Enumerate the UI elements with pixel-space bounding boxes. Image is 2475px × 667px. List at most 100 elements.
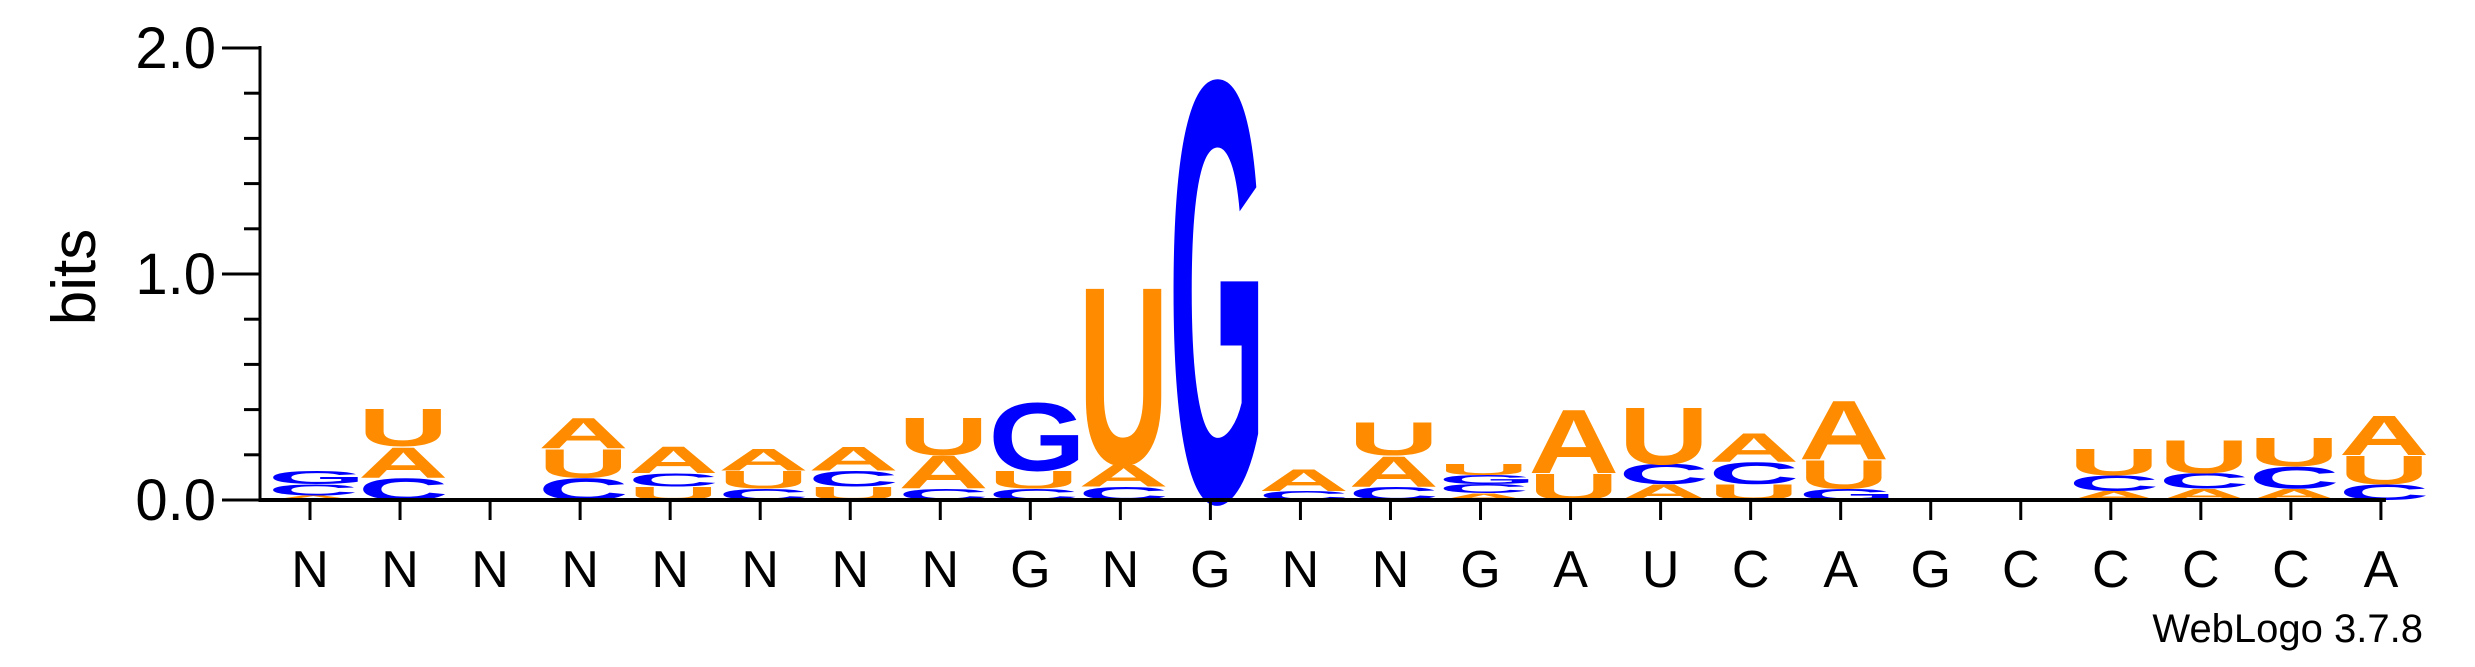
- logo-letter-U: U: [2159, 431, 2250, 484]
- logo-letter-C: C: [1439, 482, 1530, 496]
- logo-letter-U: U: [2069, 441, 2160, 483]
- x-tick-label: N: [921, 541, 959, 599]
- logo-letter-A: A: [2339, 404, 2430, 467]
- logo-letter-A: A: [538, 408, 629, 457]
- logo-letter-C: C: [628, 469, 719, 490]
- svg-text:G: G: [1168, 0, 1266, 629]
- svg-text:U: U: [898, 407, 989, 466]
- logo-letter-A: A: [1078, 458, 1169, 493]
- x-tick-label: C: [2002, 541, 2040, 599]
- logo-letter-U: U: [358, 398, 449, 457]
- logo-letter-U: U: [2339, 447, 2430, 493]
- logo-letter-U: U: [988, 466, 1079, 494]
- x-tick-label: N: [651, 541, 689, 599]
- svg-text:A: A: [1799, 382, 1890, 477]
- logo-letter-U: U: [2249, 429, 2340, 475]
- logo-letter-G: G: [1168, 0, 1266, 629]
- x-tick-label: N: [1372, 541, 1410, 599]
- svg-text:U: U: [2249, 429, 2340, 475]
- logo-letter-A: A: [898, 446, 989, 499]
- logo-letter-A: A: [1439, 492, 1530, 502]
- x-tick-label: G: [1460, 541, 1500, 599]
- logo-letter-C: C: [2159, 469, 2250, 493]
- svg-text:C: C: [808, 467, 899, 491]
- logo-letter-U: U: [898, 407, 989, 466]
- logo-letter-A: A: [1709, 425, 1800, 471]
- svg-text:A: A: [268, 494, 359, 501]
- logo-letter-A: A: [1348, 447, 1439, 496]
- svg-text:U: U: [1439, 461, 1530, 479]
- x-tick-label: N: [291, 541, 329, 599]
- logo-letter-A: A: [628, 439, 719, 481]
- svg-text:U: U: [538, 441, 629, 487]
- logo-letter-A: A: [1258, 463, 1349, 498]
- svg-text:U: U: [2339, 447, 2430, 493]
- svg-text:A: A: [1439, 492, 1530, 502]
- svg-text:C: C: [268, 481, 359, 499]
- logo-letter-G: G: [268, 467, 366, 488]
- svg-text:G: G: [268, 467, 366, 488]
- logo-letter-U: U: [1348, 413, 1439, 466]
- logo-letter-C: C: [1619, 459, 1710, 490]
- svg-text:A: A: [1078, 458, 1169, 493]
- x-tick-label: C: [2182, 541, 2220, 599]
- x-tick-label: G: [1910, 541, 1950, 599]
- x-tick-label: N: [1102, 541, 1140, 599]
- x-tick-label: G: [1190, 541, 1230, 599]
- y-tick-label: 2.0: [135, 16, 216, 81]
- logo-letter-A: A: [268, 494, 359, 501]
- y-tick-label: 1.0: [135, 242, 216, 307]
- svg-text:A: A: [718, 442, 809, 477]
- logo-letter-U: U: [538, 441, 629, 487]
- svg-text:U: U: [2159, 431, 2250, 484]
- svg-text:A: A: [808, 440, 899, 478]
- x-tick-label: C: [1732, 541, 1770, 599]
- logo-letter-A: A: [808, 440, 899, 478]
- svg-text:U: U: [988, 466, 1079, 494]
- logo-letter-U: U: [1619, 391, 1710, 482]
- x-tick-label: G: [1010, 541, 1050, 599]
- x-tick-label: N: [831, 541, 869, 599]
- svg-text:C: C: [2069, 471, 2160, 495]
- svg-text:A: A: [358, 438, 449, 487]
- svg-text:A: A: [1709, 425, 1800, 471]
- logo-letter-C: C: [268, 481, 359, 499]
- svg-text:C: C: [628, 469, 719, 490]
- x-tick-label: C: [2272, 541, 2310, 599]
- logo-letter-U: U: [1799, 452, 1890, 498]
- x-tick-label: C: [2092, 541, 2130, 599]
- x-tick-label: N: [561, 541, 599, 599]
- svg-text:C: C: [1709, 456, 1800, 491]
- logo-letter-A: A: [718, 442, 809, 477]
- logo-letter-C: C: [2069, 471, 2160, 495]
- svg-text:U: U: [358, 398, 449, 457]
- logo-letter-U: U: [1439, 461, 1530, 479]
- y-axis: 0.0 1.0 2.0: [135, 16, 262, 533]
- x-tick-label: N: [741, 541, 779, 599]
- logo-letter-U: U: [1078, 236, 1169, 519]
- svg-text:A: A: [2339, 404, 2430, 467]
- y-axis-label: bits: [40, 229, 109, 325]
- x-tick-label: N: [1282, 541, 1320, 599]
- logo-letter-G: G: [1439, 473, 1537, 487]
- y-tick-label: 0.0: [135, 468, 216, 533]
- svg-text:U: U: [1619, 391, 1710, 482]
- x-tick-label: A: [1553, 541, 1588, 599]
- x-tick-label: A: [1823, 541, 1858, 599]
- svg-text:U: U: [1348, 413, 1439, 466]
- svg-text:U: U: [718, 466, 809, 494]
- x-tick-label: N: [381, 541, 419, 599]
- x-tick-label: N: [471, 541, 509, 599]
- svg-text:A: A: [538, 408, 629, 457]
- svg-text:U: U: [1799, 452, 1890, 498]
- svg-text:C: C: [1619, 459, 1710, 490]
- logo-letter-A: A: [1529, 391, 1620, 492]
- logo-letter-G: G: [988, 382, 1086, 491]
- svg-text:A: A: [1348, 447, 1439, 496]
- svg-text:C: C: [2249, 461, 2340, 496]
- logo-letter-C: C: [1709, 456, 1800, 491]
- svg-text:G: G: [988, 382, 1086, 491]
- svg-text:C: C: [2159, 469, 2250, 493]
